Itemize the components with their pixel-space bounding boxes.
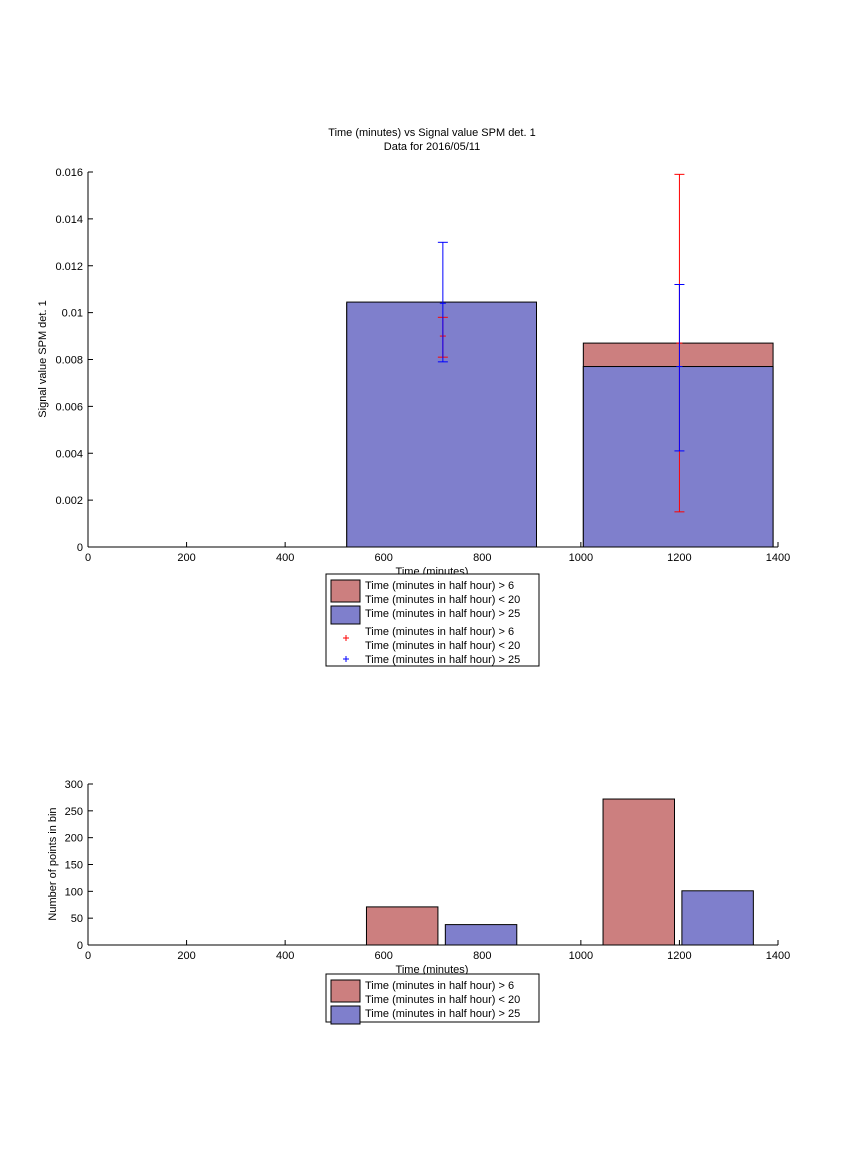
- y-tick-label: 0.016: [55, 167, 83, 179]
- x-tick-label: 0: [85, 552, 91, 564]
- x-tick-label: 1400: [766, 950, 790, 962]
- legend-swatch-0: [330, 979, 361, 1003]
- legend-label-3: Time (minutes in half hour) > 25: [365, 654, 520, 666]
- bar-series-0: [602, 798, 675, 946]
- y-tick-label: 0.008: [55, 355, 83, 367]
- legend-swatch-1: [330, 1005, 361, 1025]
- x-tick-label: 1000: [569, 950, 593, 962]
- legend-box: [325, 973, 540, 1023]
- x-tick-label: 400: [276, 552, 294, 564]
- x-tick-label: 400: [276, 950, 294, 962]
- legend-label-0: Time (minutes in half hour) < 20: [365, 994, 520, 1006]
- bar-series-1: [582, 366, 774, 548]
- count-chart: Time (minutes) Number of points in bin 0…: [47, 779, 791, 1025]
- y-tick-label: 300: [65, 779, 83, 791]
- bar-series-1: [444, 924, 518, 946]
- x-tick-label: 800: [473, 552, 491, 564]
- signal-chart: Time (minutes) vs Signal value SPM det. …: [37, 127, 790, 667]
- y-tick-label: 0.002: [55, 495, 83, 507]
- legend: Time (minutes in half hour) > 6 Time (min…: [325, 573, 540, 667]
- y-tick-label: 0.012: [55, 261, 83, 273]
- x-tick-label: 1400: [766, 552, 790, 564]
- y-tick-label: 150: [65, 860, 83, 872]
- x-tick-label: 600: [375, 552, 393, 564]
- x-axis-label: Time (minutes): [396, 964, 469, 976]
- bar-series-0: [365, 906, 439, 946]
- legend-label-0: Time (minutes in half hour) > 6: [365, 980, 514, 992]
- y-tick-label: 0: [77, 940, 83, 952]
- y-axis-label: Number of points in bin: [47, 807, 59, 920]
- legend-box: [325, 573, 540, 667]
- y-tick-label: 0: [77, 542, 83, 554]
- x-tick-label: 0: [85, 950, 91, 962]
- y-tick-label: 0.01: [62, 308, 83, 320]
- legend-label-2: Time (minutes in half hour) < 20: [365, 640, 520, 652]
- chart-title: Time (minutes) vs Signal value SPM det. …: [328, 127, 535, 139]
- plot-area: 0 200 400 600 800 1000 1200 1400 0 0.002 0.004 0.00…: [55, 167, 790, 564]
- legend-label-2: Time (minutes in half hour) > 6: [365, 626, 514, 638]
- x-tick-label: 200: [177, 552, 195, 564]
- y-tick-label: 200: [65, 833, 83, 845]
- x-tick-label: 1200: [667, 950, 691, 962]
- x-tick-label: 1200: [667, 552, 691, 564]
- legend: Time (minutes in half hour) > 6 Time (min…: [325, 973, 540, 1025]
- legend-swatch-1: [330, 605, 361, 625]
- x-tick-label: 1000: [569, 552, 593, 564]
- y-tick-label: 0.004: [55, 448, 83, 460]
- x-tick-label: 800: [473, 950, 491, 962]
- bar-series-1: [346, 301, 537, 548]
- legend-label-1: Time (minutes in half hour) > 25: [365, 1008, 520, 1020]
- x-tick-label: 200: [177, 950, 195, 962]
- y-tick-label: 100: [65, 886, 83, 898]
- y-tick-label: 0.014: [55, 214, 83, 226]
- plot-area: 0 200 400 600 800 1000 1200 1400 0 50 100 150 200 250…: [65, 779, 791, 962]
- x-tick-label: 600: [375, 950, 393, 962]
- legend-label-1: Time (minutes in half hour) > 25: [365, 608, 520, 620]
- y-axis-label: Signal value SPM det. 1: [37, 300, 49, 417]
- y-tick-label: 50: [71, 913, 83, 925]
- y-tick-label: 250: [65, 806, 83, 818]
- chart-subtitle: Data for 2016/05/11: [384, 141, 480, 153]
- legend-swatch-0: [330, 579, 361, 603]
- y-tick-label: 0.006: [55, 401, 83, 413]
- legend-label-0: Time (minutes in half hour) < 20: [365, 594, 520, 606]
- bar-series-1: [681, 890, 754, 946]
- legend-label-0: Time (minutes in half hour) > 6: [365, 580, 514, 592]
